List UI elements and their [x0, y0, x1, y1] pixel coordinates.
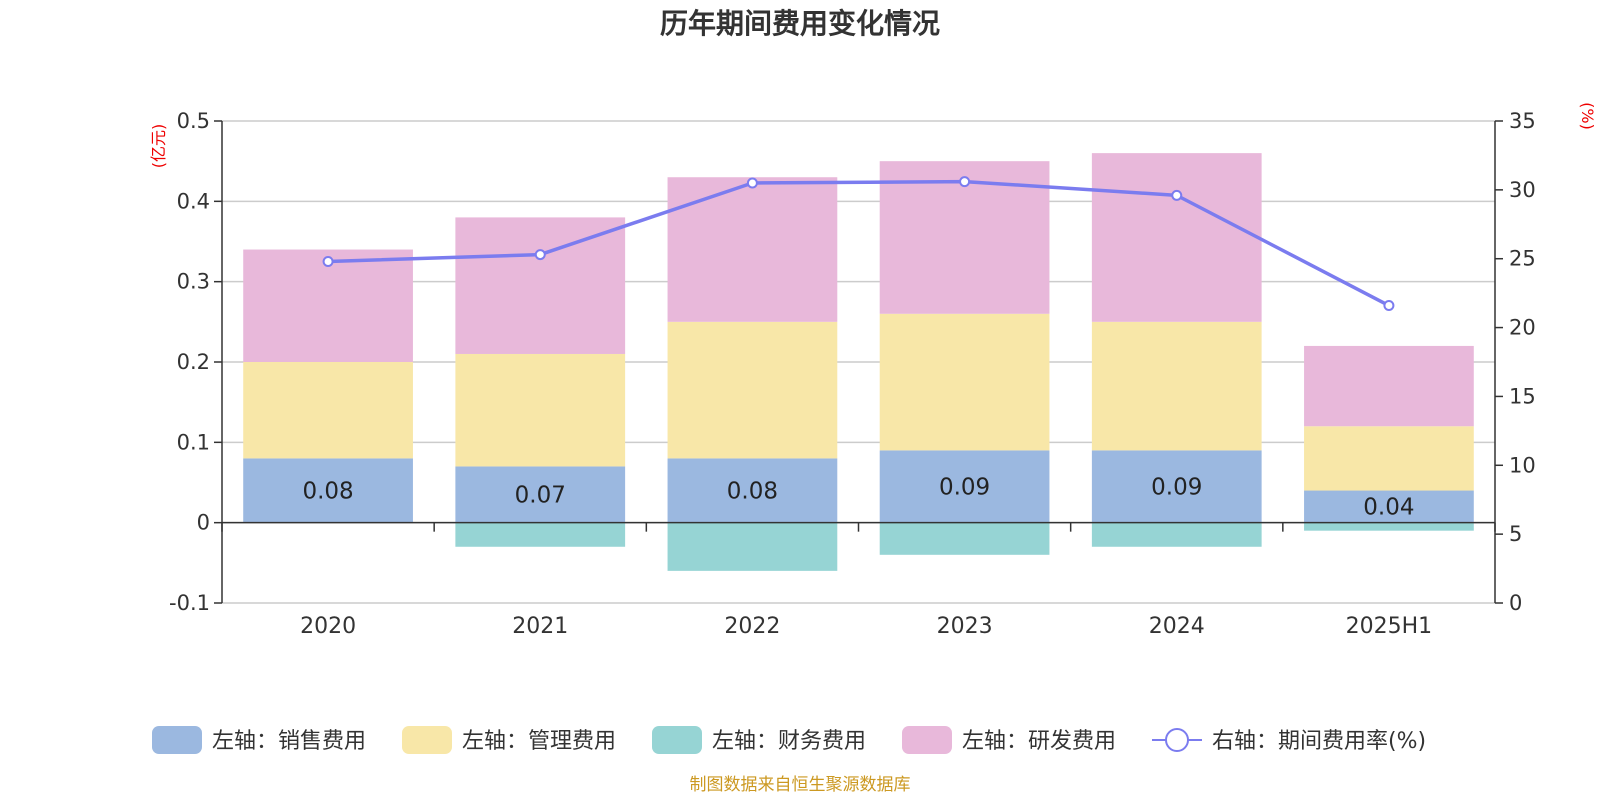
left-tick-label: -0.1 [169, 591, 210, 615]
category-label: 2023 [937, 614, 993, 639]
data-label: 0.09 [1151, 475, 1202, 501]
legend: 左轴：销售费用 左轴：管理费用 左轴：财务费用 左轴：研发费用 右轴：期间费用率(%) [152, 726, 1426, 754]
rate-point [959, 176, 971, 188]
bar-segment [667, 522, 838, 571]
legend-item[interactable]: 右轴：期间费用率(%) [1152, 728, 1426, 754]
rate-point [534, 249, 546, 261]
legend-label: 右轴：期间费用率(%) [1212, 729, 1426, 754]
rate-point [322, 255, 334, 267]
rate-point [1171, 189, 1183, 201]
line-series [322, 176, 1395, 312]
right-tick-label: 10 [1509, 453, 1536, 477]
category-label: 2020 [300, 614, 356, 639]
legend-label: 左轴：财务费用 [712, 729, 866, 754]
data-labels: 0.08 0.07 0.08 0.09 0.09 0.04 [302, 475, 1414, 521]
left-tick-label: 0.4 [177, 189, 210, 213]
category-label: 2025H1 [1346, 614, 1433, 639]
right-tick-label: 25 [1509, 247, 1536, 271]
data-label: 0.09 [939, 475, 990, 501]
right-tick-label: 30 [1509, 178, 1536, 202]
legend-swatch [652, 726, 702, 754]
bar-segment [455, 522, 626, 547]
source-note: 制图数据来自恒生聚源数据库 [690, 775, 911, 795]
category-label: 2022 [724, 614, 780, 639]
data-label: 0.08 [302, 479, 353, 505]
bar-segment [879, 450, 1050, 523]
bar-segment [455, 217, 626, 354]
bar-series [243, 153, 1474, 571]
rate-point [746, 177, 758, 189]
rate-line [328, 179, 1390, 308]
data-label: 0.04 [1363, 495, 1414, 521]
legend-item[interactable]: 左轴：研发费用 [902, 726, 1116, 754]
bar-segment [879, 522, 1050, 555]
left-tick-label: 0.3 [177, 270, 210, 294]
bar-segment [1304, 522, 1474, 531]
bar-segment [1091, 153, 1262, 322]
bar-segment [243, 362, 413, 459]
bar-segment [455, 353, 626, 467]
bar-segment [1091, 321, 1262, 451]
left-tick-label: 0.2 [177, 350, 210, 374]
right-tick-label: 35 [1509, 109, 1536, 133]
right-axis-unit: (%) [1578, 102, 1597, 130]
bar-segment [1304, 490, 1474, 523]
right-tick-label: 15 [1509, 384, 1536, 408]
chart-title: 历年期间费用变化情况 [660, 7, 940, 40]
bar-segment [879, 313, 1050, 451]
bar-segment [1091, 450, 1262, 523]
bar-segment [243, 458, 413, 523]
left-tick-label: 0 [197, 511, 210, 535]
bar-segment [667, 321, 838, 459]
legend-label: 左轴：管理费用 [462, 729, 616, 754]
legend-item[interactable]: 左轴：销售费用 [152, 726, 366, 754]
right-tick-label: 5 [1509, 522, 1522, 546]
legend-swatch [152, 726, 202, 754]
legend-item[interactable]: 左轴：财务费用 [652, 726, 866, 754]
category-label: 2024 [1149, 614, 1205, 639]
right-tick-label: 20 [1509, 316, 1536, 340]
data-label: 0.07 [515, 483, 566, 509]
bar-segment [1091, 522, 1262, 547]
axes: -0.1 0 0.1 0.2 0.3 0.4 0.5 0 5 10 15 20 25 30 35 (亿元) (%… [149, 102, 1597, 639]
rate-point [1383, 300, 1395, 312]
category-label: 2021 [512, 614, 568, 639]
bar-segment [667, 177, 838, 322]
legend-marker [1165, 728, 1189, 752]
right-tick-label: 0 [1509, 591, 1522, 615]
left-tick-label: 0.5 [177, 109, 210, 133]
legend-swatch [902, 726, 952, 754]
bar-segment [1304, 345, 1474, 427]
legend-label: 左轴：研发费用 [962, 729, 1116, 754]
bar-segment [455, 466, 626, 523]
legend-item[interactable]: 左轴：管理费用 [402, 726, 616, 754]
bar-segment [243, 249, 413, 362]
data-label: 0.08 [727, 479, 778, 505]
legend-swatch [402, 726, 452, 754]
left-axis-unit: (亿元) [149, 124, 168, 169]
bar-segment [1304, 426, 1474, 491]
bar-segment [667, 458, 838, 523]
left-tick-label: 0.1 [177, 430, 210, 454]
legend-label: 左轴：销售费用 [212, 729, 366, 754]
